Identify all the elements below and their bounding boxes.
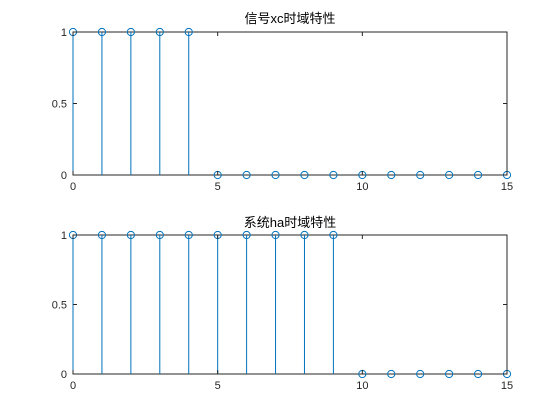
- stem-marker: [300, 230, 309, 240]
- x-tick-label: 5: [215, 181, 221, 193]
- x-tick-label: 0: [70, 380, 76, 392]
- x-tick-label: 15: [501, 181, 513, 193]
- stem-marker: [271, 230, 280, 240]
- stem-marker: [329, 170, 338, 180]
- axes-frame: [72, 31, 508, 176]
- stem-marker: [126, 230, 135, 240]
- axes-frame: [72, 234, 508, 375]
- stem-marker: [300, 170, 309, 180]
- stem-marker: [271, 170, 280, 180]
- stem-marker: [329, 230, 338, 240]
- chart-title: 系统ha时域特性: [244, 215, 336, 230]
- stem-marker: [242, 170, 251, 180]
- axis-ticks: 0 5 10 15 0 0.5 1: [52, 230, 513, 392]
- stem-marker: [473, 170, 483, 180]
- stem-series: [68, 230, 512, 379]
- stem-marker: [155, 27, 164, 37]
- stem-marker: [184, 27, 193, 37]
- stem-marker: [387, 369, 396, 379]
- x-tick-label: 10: [356, 181, 368, 193]
- x-tick-label: 10: [356, 380, 368, 392]
- stem-marker: [126, 27, 135, 37]
- stem-marker: [97, 230, 107, 240]
- y-tick-label: 1: [61, 27, 67, 39]
- x-tick-label: 0: [70, 181, 76, 193]
- stem-marker: [155, 230, 164, 240]
- stem-marker: [242, 230, 251, 240]
- axis-ticks: 0 5 10 15 0 0.5 1: [52, 27, 513, 193]
- subplot-ha: 系统ha时域特性 0 5 10 15 0 0.5 1: [52, 215, 513, 392]
- y-tick-label: 0.5: [52, 99, 67, 111]
- y-tick-label: 0: [61, 369, 67, 381]
- subplot-xc: 信号xc时域特性 0 5 10 15 0 0.5 1: [52, 11, 513, 193]
- stem-marker: [387, 170, 396, 180]
- y-tick-label: 0: [61, 170, 67, 182]
- chart-title: 信号xc时域特性: [244, 11, 335, 26]
- x-tick-label: 15: [501, 380, 513, 392]
- stem-marker: [445, 369, 454, 379]
- stem-marker: [416, 170, 425, 180]
- stem-marker: [184, 230, 193, 240]
- x-tick-label: 5: [215, 380, 221, 392]
- y-tick-label: 1: [61, 230, 67, 242]
- y-tick-label: 0.5: [52, 300, 67, 312]
- stem-marker: [416, 369, 425, 379]
- stem-marker: [97, 27, 107, 37]
- stem-marker: [445, 170, 454, 180]
- stem-marker: [473, 369, 483, 379]
